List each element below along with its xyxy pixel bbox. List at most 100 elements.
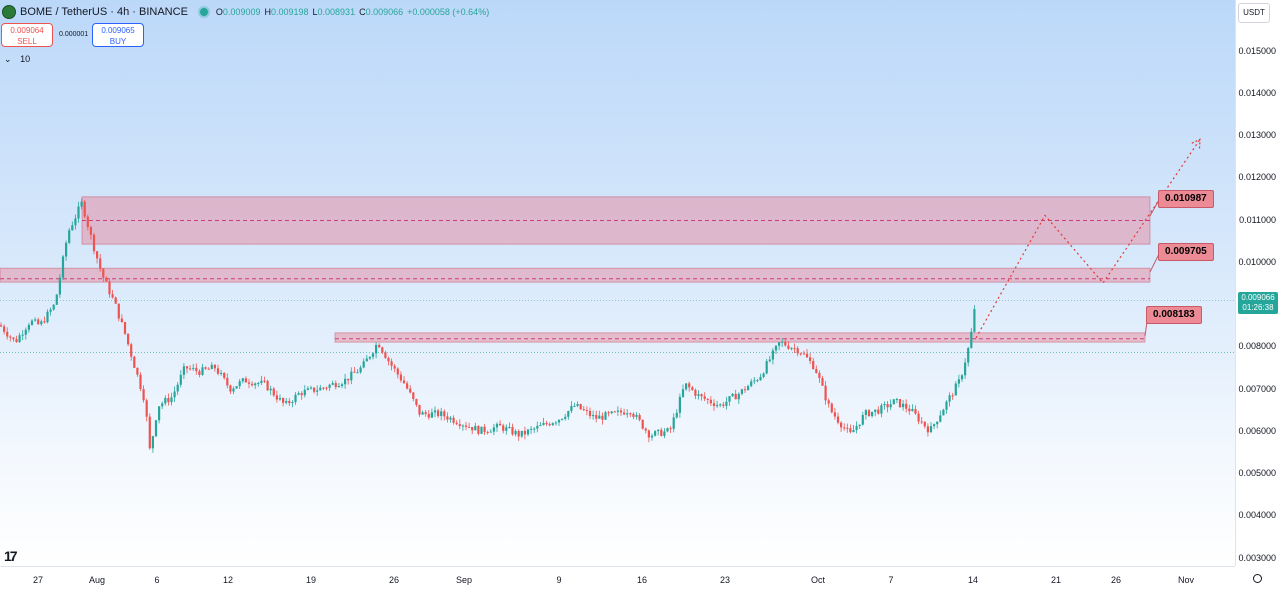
candle-body: [216, 368, 220, 374]
candle-body: [604, 412, 607, 420]
candle-body: [337, 385, 340, 388]
candle-body: [117, 303, 120, 319]
chart-area[interactable]: BOME / TetherUS · 4h · BINANCE O0.009009…: [0, 0, 1235, 566]
price-tick-label: 0.015000: [1238, 45, 1276, 56]
candle-body: [167, 398, 170, 403]
candle-body: [964, 362, 967, 376]
candle-body: [495, 423, 499, 428]
candle-body: [300, 393, 303, 396]
candle-body: [650, 435, 654, 438]
candle-body: [905, 403, 908, 409]
candle-body: [123, 322, 127, 334]
candle-body: [440, 411, 443, 417]
candle-body: [517, 430, 520, 437]
volume-toggle[interactable]: ⌄ 10: [4, 54, 30, 65]
candle-body: [313, 387, 316, 392]
candle-body: [455, 422, 458, 425]
candle-body: [768, 359, 771, 362]
price-tick-label: 0.003000: [1238, 552, 1276, 563]
candle-body: [176, 384, 179, 392]
candle-body: [805, 353, 809, 358]
candle-body: [871, 411, 874, 417]
symbol-title[interactable]: BOME / TetherUS · 4h · BINANCE: [20, 6, 188, 18]
candle-body: [303, 389, 306, 396]
candle-body: [743, 389, 747, 391]
zone-label-upper: 0.010987: [1158, 190, 1214, 208]
candle-body: [719, 404, 722, 406]
candle-body: [843, 427, 846, 429]
currency-button[interactable]: USDT: [1238, 3, 1270, 23]
candle-body: [660, 429, 663, 436]
candle-body: [821, 378, 824, 386]
candle-body: [706, 398, 709, 400]
candle-body: [920, 421, 923, 423]
candle-body: [371, 353, 375, 357]
candle-body: [716, 405, 719, 407]
candle-body: [641, 419, 644, 429]
candle-body: [908, 408, 911, 412]
tradingview-logo[interactable]: 17: [4, 548, 18, 564]
last-price-tag: 0.009066 01:26:38: [1238, 292, 1278, 314]
candle-body: [356, 372, 359, 374]
candle-body: [390, 361, 393, 366]
candle-body: [139, 374, 142, 390]
candle-body: [430, 412, 433, 418]
time-tick-label: Sep: [455, 575, 473, 585]
candle-body: [96, 251, 99, 259]
ohlc-change: +0.000058 (+0.64%): [407, 7, 490, 17]
buy-button[interactable]: 0.009065 BUY: [92, 23, 144, 47]
candle-body: [173, 391, 176, 398]
candle-body: [619, 410, 623, 413]
candle-body: [427, 413, 430, 418]
time-tick-label: Nov: [1177, 575, 1195, 585]
candle-body: [616, 410, 619, 412]
candle-body: [864, 410, 867, 415]
candle-body: [260, 380, 263, 384]
candle-body: [663, 431, 666, 436]
candle-body: [923, 421, 926, 427]
sell-button[interactable]: 0.009064 SELL: [1, 23, 53, 47]
candle-body: [765, 361, 768, 374]
resistance-zone: [334, 332, 1146, 343]
candle-body: [836, 416, 840, 423]
candle-body: [793, 348, 796, 350]
candle-body: [511, 427, 514, 435]
candle-body: [815, 369, 818, 373]
candle-body: [492, 427, 495, 432]
candle-body: [306, 388, 309, 390]
settings-icon[interactable]: [1253, 574, 1262, 583]
candle-body: [6, 331, 9, 337]
candle-body: [179, 374, 182, 385]
candle-body: [595, 415, 598, 419]
candle-body: [592, 415, 595, 417]
time-tick-label: Oct: [810, 575, 826, 585]
candle-body: [353, 371, 356, 373]
price-chart[interactable]: [0, 0, 1235, 566]
time-tick-label: 6: [154, 575, 160, 585]
candle-body: [846, 427, 849, 429]
candle-body: [762, 373, 765, 377]
candle-body: [27, 324, 30, 330]
candle-body: [669, 428, 672, 430]
candle-body: [933, 424, 936, 427]
candle-body: [877, 409, 880, 414]
ohlc-low: L0.008931: [312, 7, 356, 17]
time-axis[interactable]: 27 Aug 6 12 19 26 Sep 9 16 23 Oct 7 14 21 26 Nov: [0, 566, 1235, 594]
candle-body: [164, 398, 167, 404]
candle-body: [412, 392, 415, 399]
candle-body: [539, 425, 542, 427]
candle-body: [812, 360, 815, 370]
candle-body: [573, 405, 576, 407]
chart-header: BOME / TetherUS · 4h · BINANCE O0.009009…: [0, 4, 493, 20]
candle-body: [681, 389, 685, 397]
candle-body: [747, 386, 750, 391]
zone-label-lower: 0.008183: [1146, 306, 1202, 324]
price-axis[interactable]: 0.015000 0.014000 0.013000 0.012000 0.011000…: [1235, 0, 1280, 566]
candle-body: [294, 394, 297, 403]
candle-body: [728, 396, 731, 402]
candle-body: [502, 425, 505, 431]
candle-body: [409, 388, 412, 393]
candle-body: [350, 371, 353, 381]
candle-body: [688, 383, 691, 388]
candle-body: [874, 409, 877, 412]
